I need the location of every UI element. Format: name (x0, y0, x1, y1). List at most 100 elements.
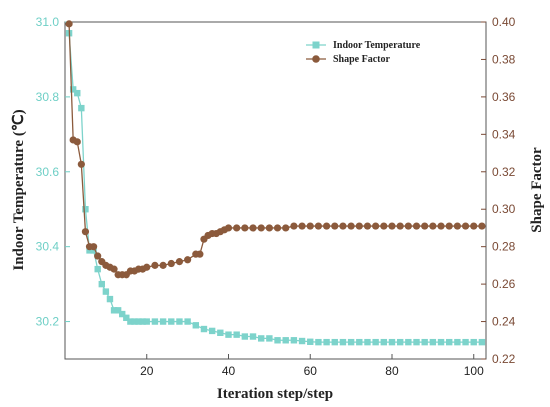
right-y-tick-label: 0.22 (492, 352, 516, 366)
right-y-tick-label: 0.32 (492, 165, 516, 179)
right-y-tick-label: 0.28 (492, 240, 516, 254)
axis-ticks (65, 21, 486, 360)
left-y-tick-label: 30.2 (36, 315, 60, 329)
data-point-shape-factor (298, 222, 306, 230)
data-point-shape-factor (282, 224, 290, 232)
data-point-temperature (135, 318, 142, 325)
data-point-shape-factor (110, 265, 118, 273)
data-point-temperature (388, 338, 396, 346)
data-point-shape-factor (421, 222, 429, 230)
data-point-temperature (168, 318, 175, 325)
data-point-temperature (151, 318, 159, 325)
data-point-temperature (274, 337, 281, 344)
right-y-tick-label: 0.40 (492, 15, 516, 29)
data-point-shape-factor (461, 222, 470, 230)
x-tick-label: 40 (222, 364, 236, 378)
data-point-temperature (298, 337, 306, 345)
legend-marker-shape-factor (312, 55, 320, 63)
data-point-temperature (159, 318, 167, 325)
data-point-shape-factor (196, 250, 204, 258)
data-point-temperature (86, 247, 93, 254)
data-point-shape-factor (396, 222, 404, 230)
data-point-temperature (110, 307, 118, 314)
data-point-temperature (69, 86, 77, 93)
data-point-shape-factor (445, 222, 453, 230)
data-point-temperature (143, 318, 150, 325)
data-point-temperature (139, 318, 146, 325)
data-point-temperature (347, 338, 355, 346)
data-point-temperature (192, 322, 199, 329)
data-point-temperature (307, 338, 314, 345)
data-point-temperature (127, 318, 134, 325)
legend-item-shape-factor: Shape Factor (306, 54, 391, 65)
left-y-tick-label: 30.8 (36, 90, 60, 104)
right-y-tick-label: 0.34 (492, 127, 516, 141)
data-point-temperature (184, 318, 191, 325)
data-point-shape-factor (453, 222, 461, 230)
data-point-temperature (233, 331, 240, 338)
data-point-temperature (462, 338, 469, 346)
data-point-temperature (364, 338, 371, 346)
series-line-temperature (68, 33, 482, 343)
data-point-shape-factor (143, 263, 151, 271)
right-y-tick-label: 0.36 (492, 90, 516, 104)
data-point-temperature (405, 338, 412, 346)
tick-labels: 20 40 60 80 100 30.2 30.4 30.6 30.8 31.0 0.22 0.24 0… (36, 15, 516, 378)
data-point-temperature (114, 307, 122, 314)
data-point-shape-factor (167, 259, 175, 268)
data-point-shape-factor (306, 222, 314, 230)
data-point-temperature (290, 337, 298, 344)
data-point-temperature (78, 104, 85, 112)
data-point-temperature (119, 310, 126, 318)
data-point-temperature (266, 335, 273, 342)
right-y-tick-label: 0.30 (492, 202, 516, 216)
data-point-temperature (106, 295, 114, 303)
data-point-shape-factor (470, 222, 478, 230)
data-point-temperature (315, 338, 322, 346)
data-point-temperature (282, 337, 289, 344)
data-point-temperature (74, 89, 81, 97)
data-point-shape-factor (94, 252, 102, 260)
data-point-temperature (429, 338, 437, 346)
legend-label-temperature: Indoor Temperature (333, 40, 421, 51)
data-point-shape-factor (290, 222, 298, 230)
data-point-shape-factor (347, 222, 355, 230)
left-y-tick-label: 31.0 (36, 15, 60, 29)
data-point-temperature (102, 288, 110, 295)
data-point-shape-factor (372, 222, 380, 230)
data-point-temperature (225, 331, 232, 338)
data-point-temperature (470, 338, 477, 346)
data-point-shape-factor (339, 222, 347, 230)
data-point-shape-factor (363, 222, 372, 230)
data-point-shape-factor (65, 20, 73, 28)
left-y-tick-label: 30.4 (36, 240, 60, 254)
x-tick-label: 20 (140, 364, 154, 378)
data-point-temperature (200, 325, 208, 333)
left-y-tick-label: 30.6 (36, 165, 60, 179)
data-point-shape-factor (388, 222, 396, 230)
data-point-shape-factor (257, 224, 265, 232)
series-line-shape-factor (68, 23, 482, 276)
x-tick-label: 100 (464, 364, 484, 378)
data-point-temperature (94, 265, 101, 273)
data-point-shape-factor (90, 243, 98, 251)
data-point-temperature (241, 333, 249, 340)
legend: Indoor Temperature Shape Factor (306, 40, 421, 65)
data-point-shape-factor (249, 224, 257, 232)
data-point-temperature (123, 314, 130, 322)
data-point-shape-factor (412, 222, 421, 230)
series-shape-factor (65, 20, 486, 279)
data-point-shape-factor (77, 160, 85, 168)
data-point-temperature (437, 338, 445, 346)
data-point-shape-factor (81, 228, 90, 236)
data-point-temperature (131, 318, 138, 325)
data-point-shape-factor (233, 224, 241, 232)
data-point-temperature (217, 329, 224, 336)
data-point-temperature (90, 247, 97, 254)
data-point-temperature (396, 338, 404, 346)
data-point-temperature (323, 338, 330, 346)
series-layer (65, 20, 486, 346)
x-tick-label: 80 (385, 364, 399, 378)
data-point-temperature (380, 338, 388, 346)
right-y-tick-label: 0.24 (492, 315, 516, 329)
